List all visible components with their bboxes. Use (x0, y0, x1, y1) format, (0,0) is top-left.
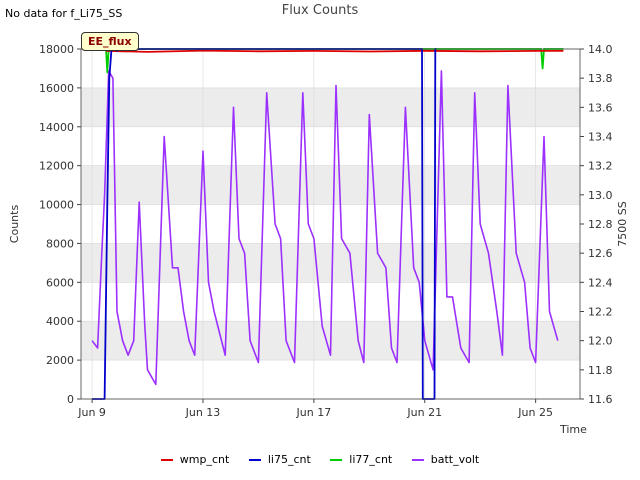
legend: wmp_cnt li75_cnt li77_cnt batt_volt (0, 453, 640, 466)
series-line-batt-volt (91, 70, 559, 386)
series-line-li77-cnt (92, 48, 564, 74)
legend-label: li75_cnt (267, 453, 311, 466)
no-data-note: No data for f_Li75_SS (5, 7, 123, 20)
x-tick-label: Jun 25 (517, 406, 553, 419)
y-tick-label: 18000 (39, 43, 74, 56)
background-band (81, 87, 580, 127)
legend-item-wmp-cnt[interactable]: wmp_cnt (160, 453, 230, 466)
y2-tick-label: 12.2 (588, 306, 613, 319)
legend-item-batt-volt[interactable]: batt_volt (411, 453, 480, 466)
y-tick-label: 4000 (46, 315, 74, 328)
y2-tick-label: 14.0 (588, 43, 613, 56)
legend-label: wmp_cnt (179, 453, 230, 466)
y-tick-label: 12000 (39, 160, 74, 173)
y-axis-right: 11.6 11.8 12.0 12.2 12.4 12.6 12.8 13.0 13.2 13.4… (580, 43, 613, 406)
series-line-wmp-cnt (105, 49, 564, 53)
y2-tick-label: 13.8 (588, 72, 613, 85)
y-tick-label: 2000 (46, 354, 74, 367)
site-badge: EE_flux (81, 32, 139, 51)
y2-tick-label: 13.0 (588, 189, 613, 202)
y-axis-label: Counts (8, 205, 21, 244)
y2-tick-label: 12.6 (588, 247, 613, 260)
x-tick-label: Jun 21 (406, 406, 442, 419)
y2-tick-label: 13.6 (588, 101, 613, 114)
y2-tick-label: 11.8 (588, 364, 613, 377)
legend-swatch (330, 459, 343, 461)
y-axis-left: 0 2000 4000 6000 8000 10000 12000 14000 16000 180… (39, 43, 81, 406)
y-tick-label: 0 (67, 393, 74, 406)
y-tick-label: 16000 (39, 82, 74, 95)
legend-item-li77-cnt[interactable]: li77_cnt (330, 453, 392, 466)
y2-tick-label: 13.2 (588, 160, 613, 173)
background-band (81, 165, 580, 205)
y-tick-label: 10000 (39, 199, 74, 212)
y-tick-label: 14000 (39, 121, 74, 134)
x-tick-label: Jun 13 (185, 406, 221, 419)
y2-tick-label: 12.8 (588, 218, 613, 231)
legend-label: li77_cnt (349, 453, 393, 466)
legend-swatch (160, 459, 173, 461)
background-band (81, 243, 580, 283)
x-axis: Jun 9 Jun 13 Jun 17 Jun 21 Jun 25 (77, 399, 553, 419)
legend-swatch (248, 459, 261, 461)
x-tick-label: Jun 17 (296, 406, 332, 419)
y-tick-label: 6000 (46, 276, 74, 289)
x-axis-label: Time (559, 423, 587, 436)
y2-tick-label: 12.4 (588, 276, 613, 289)
y-tick-label: 8000 (46, 237, 74, 250)
legend-swatch (411, 459, 424, 461)
y2-tick-label: 13.4 (588, 131, 613, 144)
y2-tick-label: 11.6 (588, 393, 613, 406)
x-tick-label: Jun 9 (77, 406, 106, 419)
legend-label: batt_volt (430, 453, 480, 466)
y2-tick-label: 12.0 (588, 335, 613, 348)
y2-axis-label: 7500 SS (616, 201, 629, 246)
legend-item-li75-cnt[interactable]: li75_cnt (248, 453, 311, 466)
chart-title: Flux Counts (281, 3, 359, 18)
